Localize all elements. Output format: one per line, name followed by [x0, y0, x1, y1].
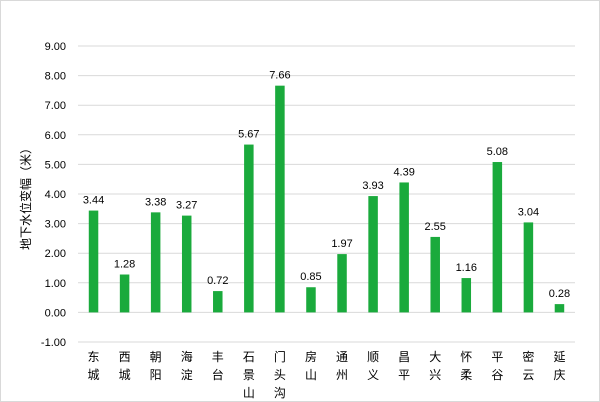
bar: [306, 287, 316, 313]
bar: [119, 274, 130, 313]
category-label: 西城: [119, 350, 131, 382]
category-label: 门头沟: [274, 349, 286, 400]
y-tick-label: 0.00: [45, 307, 66, 319]
bar: [554, 304, 565, 313]
y-tick-label: 6.00: [45, 130, 66, 142]
bar: [88, 210, 99, 313]
category-label: 延庆: [553, 350, 565, 382]
bar: [337, 254, 347, 313]
data-label: 4.39: [393, 166, 414, 178]
data-label: 0.72: [207, 275, 228, 287]
bar: [461, 278, 472, 313]
bar: [275, 85, 285, 313]
y-tick-label: 4.00: [45, 189, 66, 201]
bar: [399, 182, 409, 313]
y-tick-label: 8.00: [45, 71, 66, 83]
category-label: 房山: [305, 349, 317, 382]
data-labels: 3.44 1.28 3.38 3.27 0.72 5.67 7.66 0.85 1.97 3.93…: [83, 70, 570, 300]
category-label: 大兴: [429, 350, 441, 382]
category-label: 顺义: [367, 350, 379, 382]
bar: [150, 212, 161, 313]
category-label: 朝阳: [150, 350, 162, 382]
y-tick-label: -1.00: [41, 337, 66, 349]
y-tick-label: 3.00: [45, 219, 66, 231]
data-label: 3.04: [518, 206, 539, 218]
y-tick-labels: -1.00 0.00 1.00 2.00 3.00 4.00 5.00 6.00 7.00 8.0…: [41, 41, 66, 349]
data-label: 5.08: [487, 146, 508, 158]
bar: [368, 196, 378, 313]
category-label: 怀柔: [460, 350, 472, 382]
category-label: 通州: [336, 350, 348, 382]
category-label: 丰台: [212, 350, 224, 382]
data-label: 7.66: [269, 70, 290, 82]
bar: [430, 236, 440, 313]
data-label: 3.93: [362, 180, 383, 192]
bar: [523, 222, 534, 313]
bar: [181, 215, 192, 313]
data-label: 5.67: [238, 129, 259, 141]
category-label: 密云: [522, 349, 534, 382]
data-label: 2.55: [425, 221, 446, 233]
y-tick-label: 1.00: [45, 278, 66, 290]
data-label: 0.28: [549, 288, 570, 300]
data-label: 1.16: [456, 262, 477, 274]
category-label: 石景山: [243, 350, 255, 400]
bar: [492, 162, 503, 313]
data-label: 1.28: [114, 259, 135, 271]
y-axis-label: 地下水位变幅（米）: [18, 142, 33, 250]
category-label: 东城: [88, 350, 100, 382]
bar: [244, 144, 254, 313]
data-label: 0.85: [300, 271, 321, 283]
y-tick-label: 2.00: [45, 248, 66, 260]
y-tick-label: 9.00: [45, 41, 66, 53]
bars: [88, 85, 565, 313]
category-label: 昌平: [398, 350, 410, 382]
data-label: 1.97: [331, 238, 352, 250]
bar: [213, 291, 223, 313]
category-label: 海淀: [181, 349, 193, 382]
y-tick-label: 7.00: [45, 100, 66, 112]
data-label: 3.38: [145, 196, 166, 208]
data-label: 3.27: [176, 200, 197, 212]
category-label: 平谷: [491, 350, 503, 382]
data-label: 3.44: [83, 195, 104, 207]
gridlines: [78, 45, 575, 343]
y-tick-label: 5.00: [45, 159, 66, 171]
